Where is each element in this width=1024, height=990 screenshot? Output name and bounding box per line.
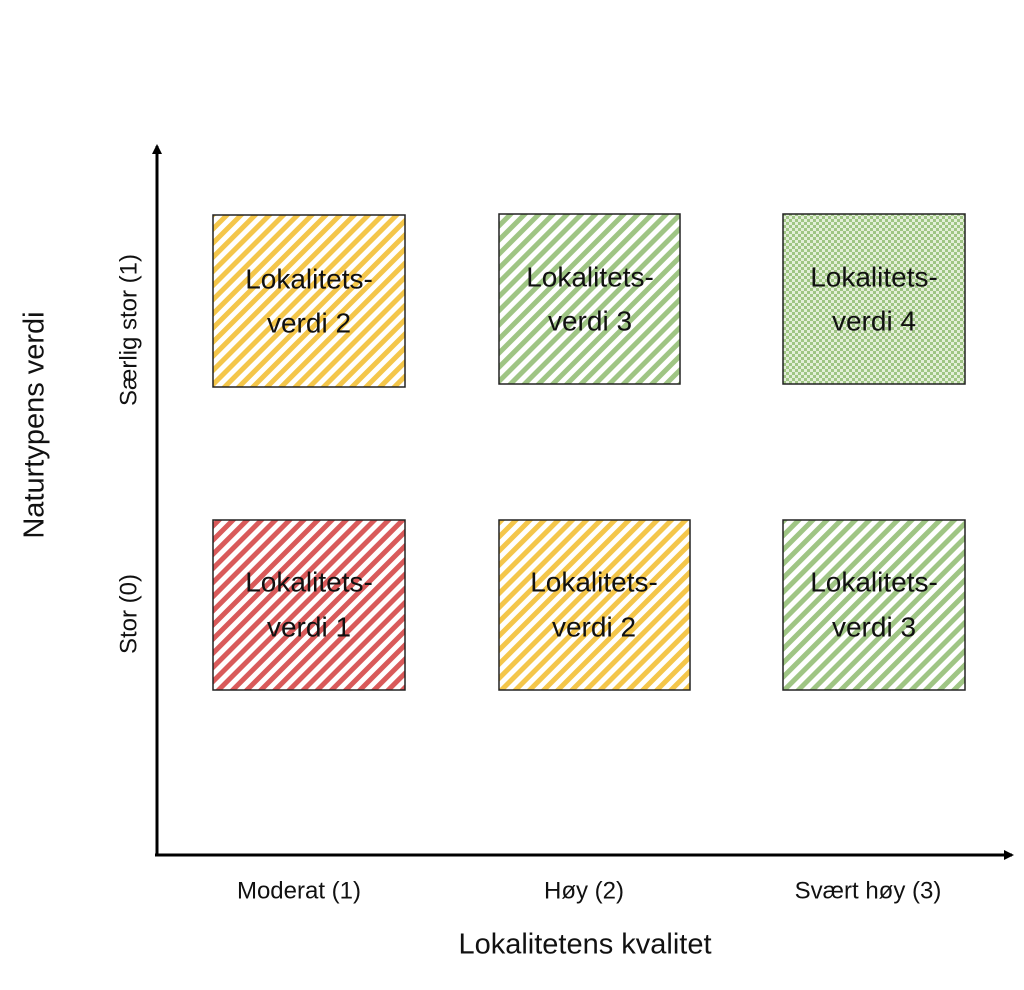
box: Lokalitets- verdi 2 [212,214,406,388]
box-shape [212,519,406,691]
box: Lokalitets- verdi 2 [498,519,691,691]
box-label: Lokalitets- [810,566,938,597]
box-shape [782,519,966,691]
box-label: Lokalitets- [526,261,654,292]
x-category: Høy (2) [544,877,624,904]
box-label: verdi 3 [548,305,632,336]
box-label: verdi 4 [832,305,916,336]
box-label: verdi 3 [832,611,916,642]
x-category: Moderat (1) [237,877,361,904]
x-axis-title: Lokalitetens kvalitet [458,929,711,961]
box: Lokalitets- verdi 3 [498,213,681,385]
y-category: Særlig stor (1) [115,254,142,406]
box: Lokalitets- verdi 4 [782,213,966,385]
y-axis-title: Naturtypens verdi [19,311,51,538]
box-label: Lokalitets- [245,566,373,597]
box-shape [498,213,681,385]
box-label: Lokalitets- [245,263,373,294]
box-label: verdi 2 [552,611,636,642]
box-label: verdi 2 [267,307,351,338]
box-label: verdi 1 [267,611,351,642]
box-shape [498,519,691,691]
box-shape [782,213,966,385]
box: Lokalitets- verdi 1 [212,519,406,691]
box: Lokalitets- verdi 3 [782,519,966,691]
box-label: Lokalitets- [530,566,658,597]
x-category: Svært høy (3) [795,877,942,904]
box-shape [212,214,406,388]
box-label: Lokalitets- [810,261,938,292]
y-category: Stor (0) [115,574,142,654]
